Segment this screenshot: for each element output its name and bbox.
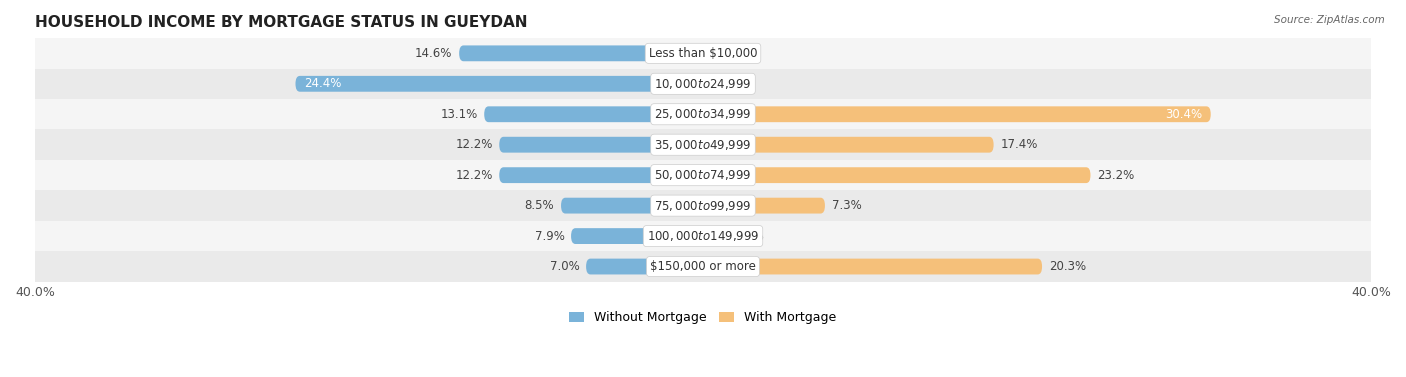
Bar: [35, 69, 1371, 99]
FancyBboxPatch shape: [460, 45, 703, 61]
Text: 23.2%: 23.2%: [1097, 169, 1135, 182]
Text: $50,000 to $74,999: $50,000 to $74,999: [654, 168, 752, 182]
Bar: [35, 129, 1371, 160]
Bar: [35, 160, 1371, 190]
FancyBboxPatch shape: [586, 259, 703, 274]
FancyBboxPatch shape: [703, 228, 728, 244]
Text: $25,000 to $34,999: $25,000 to $34,999: [654, 107, 752, 121]
Text: 12.2%: 12.2%: [456, 169, 492, 182]
FancyBboxPatch shape: [499, 167, 703, 183]
FancyBboxPatch shape: [571, 228, 703, 244]
FancyBboxPatch shape: [561, 198, 703, 213]
FancyBboxPatch shape: [703, 167, 1091, 183]
Text: 7.9%: 7.9%: [534, 230, 564, 242]
Bar: [35, 99, 1371, 129]
Text: $35,000 to $49,999: $35,000 to $49,999: [654, 138, 752, 152]
Text: $100,000 to $149,999: $100,000 to $149,999: [647, 229, 759, 243]
Legend: Without Mortgage, With Mortgage: Without Mortgage, With Mortgage: [564, 306, 842, 329]
FancyBboxPatch shape: [703, 106, 1211, 122]
Text: 1.5%: 1.5%: [735, 230, 765, 242]
Text: 24.4%: 24.4%: [304, 77, 342, 90]
Text: 12.2%: 12.2%: [456, 138, 492, 151]
Text: 7.0%: 7.0%: [550, 260, 579, 273]
Text: 7.3%: 7.3%: [831, 199, 862, 212]
Text: 17.4%: 17.4%: [1000, 138, 1038, 151]
Bar: [35, 38, 1371, 69]
Text: 30.4%: 30.4%: [1166, 108, 1202, 121]
Text: 13.1%: 13.1%: [440, 108, 478, 121]
Text: $10,000 to $24,999: $10,000 to $24,999: [654, 77, 752, 91]
Text: Less than $10,000: Less than $10,000: [648, 47, 758, 60]
Text: HOUSEHOLD INCOME BY MORTGAGE STATUS IN GUEYDAN: HOUSEHOLD INCOME BY MORTGAGE STATUS IN G…: [35, 15, 527, 30]
Bar: [35, 190, 1371, 221]
Text: $75,000 to $99,999: $75,000 to $99,999: [654, 199, 752, 213]
FancyBboxPatch shape: [499, 137, 703, 153]
FancyBboxPatch shape: [703, 137, 994, 153]
Bar: [35, 221, 1371, 251]
Bar: [35, 251, 1371, 282]
Text: 20.3%: 20.3%: [1049, 260, 1085, 273]
Text: Source: ZipAtlas.com: Source: ZipAtlas.com: [1274, 15, 1385, 25]
FancyBboxPatch shape: [703, 198, 825, 213]
Text: $150,000 or more: $150,000 or more: [650, 260, 756, 273]
FancyBboxPatch shape: [703, 259, 1042, 274]
Text: 8.5%: 8.5%: [524, 199, 554, 212]
FancyBboxPatch shape: [295, 76, 703, 92]
FancyBboxPatch shape: [484, 106, 703, 122]
Text: 14.6%: 14.6%: [415, 47, 453, 60]
